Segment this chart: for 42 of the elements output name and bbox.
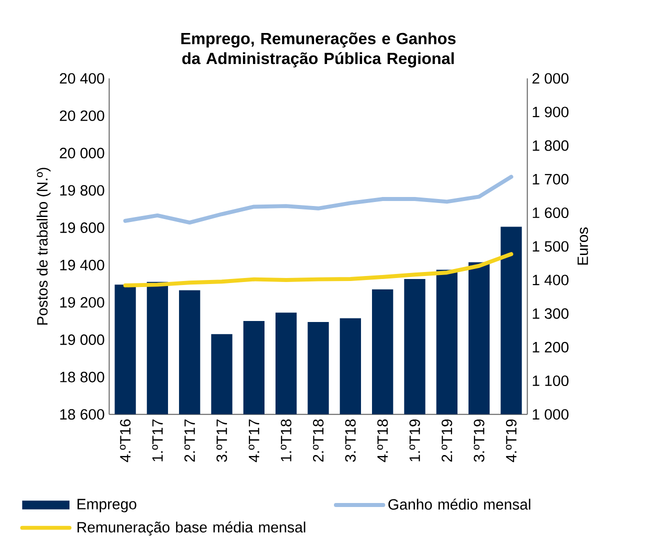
y-axis-title: Postos de trabalho (N.º) xyxy=(36,168,51,325)
y2-tick-label: 1 800 xyxy=(532,140,568,151)
y2-tick-label: 1 200 xyxy=(532,342,568,352)
y2-tick-label: 1 100 xyxy=(532,375,568,386)
y2-tick-label: 1 400 xyxy=(532,274,568,286)
y-tick-label: 20 000 xyxy=(60,148,104,158)
y-tick-label: 20 400 xyxy=(60,72,104,84)
x-tick-label: 4.ºT19 xyxy=(506,419,517,462)
y2-tick-label: 1 600 xyxy=(532,207,568,218)
chart-title: Emprego, Remunerações e Ganhos da Administração Pública Regional xyxy=(181,32,456,68)
x-tick-label: 2.ºT17 xyxy=(184,419,195,462)
y2-tick-label: 1 700 xyxy=(532,174,568,184)
x-tick-label: 4.ºT17 xyxy=(248,419,260,462)
y-tick-label: 19 400 xyxy=(60,260,104,270)
x-tick-label: 4.ºT18 xyxy=(377,419,388,462)
y-tick-label: 18 600 xyxy=(60,408,104,420)
y-tick-label: 19 600 xyxy=(60,222,104,233)
x-tick-label: 2.ºT18 xyxy=(312,419,324,462)
y-tick-label: 19 800 xyxy=(60,184,104,196)
y2-tick-label: 1 300 xyxy=(532,308,568,319)
y-tick-label: 19 000 xyxy=(60,334,104,345)
legend-label: Ganho médio mensal xyxy=(388,498,530,510)
legend-label: Emprego xyxy=(78,498,136,512)
line-series xyxy=(123,252,514,288)
y2-tick-label: 1 000 xyxy=(532,408,568,420)
x-tick-label: 1.ºT19 xyxy=(409,419,420,462)
x-tick-label: 2.ºT19 xyxy=(442,419,452,462)
line-series xyxy=(123,174,514,224)
x-tick-label: 4.ºT16 xyxy=(120,419,131,462)
x-tick-label: 3.ºT18 xyxy=(345,419,356,462)
y2-axis-title: Euros xyxy=(578,227,588,265)
y2-tick-label: 2 000 xyxy=(532,73,568,84)
y-tick-label: 20 200 xyxy=(60,110,104,121)
x-tick-label: 3.ºT17 xyxy=(216,419,228,462)
x-tick-label: 1.ºT17 xyxy=(152,419,163,462)
x-tick-label: 3.ºT19 xyxy=(474,419,484,462)
y-tick-label: 19 200 xyxy=(60,296,104,308)
y2-tick-label: 1 500 xyxy=(532,240,568,252)
x-tick-label: 1.ºT18 xyxy=(280,419,292,462)
y2-tick-label: 1 900 xyxy=(532,106,568,118)
legend-label: Remuneração base média mensal xyxy=(78,521,306,536)
y-tick-label: 18 800 xyxy=(60,372,104,382)
